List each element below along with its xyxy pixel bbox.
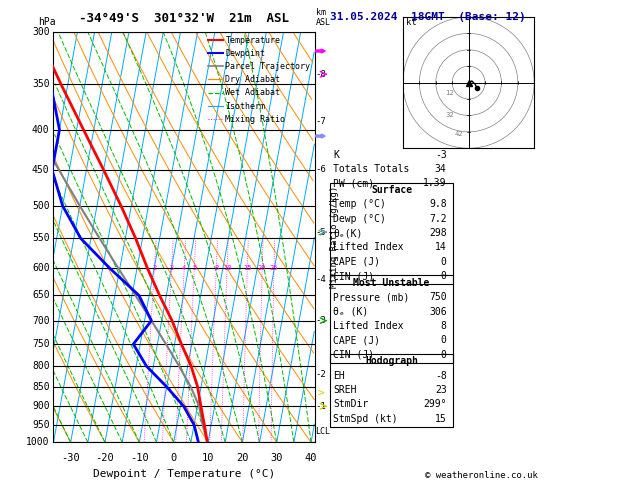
Text: 800: 800 [32, 361, 50, 371]
Text: 4: 4 [182, 265, 186, 271]
Text: 8: 8 [214, 265, 218, 271]
Text: -30: -30 [61, 452, 80, 463]
Text: -10: -10 [130, 452, 148, 463]
Text: PW (cm): PW (cm) [333, 178, 374, 189]
Text: 850: 850 [32, 382, 50, 392]
Text: 10: 10 [223, 265, 231, 271]
Text: 0: 0 [441, 349, 447, 360]
Text: CIN (J): CIN (J) [333, 271, 374, 281]
Text: 0: 0 [170, 452, 177, 463]
Legend: Temperature, Dewpoint, Parcel Trajectory, Dry Adiabat, Wet Adiabat, Isotherm, Mi: Temperature, Dewpoint, Parcel Trajectory… [208, 36, 310, 124]
Text: Surface: Surface [371, 185, 412, 195]
Text: 400: 400 [32, 125, 50, 135]
Text: 15: 15 [435, 414, 447, 424]
Text: -20: -20 [96, 452, 114, 463]
Text: 5: 5 [192, 265, 196, 271]
Text: 299°: 299° [423, 399, 447, 409]
Text: 3: 3 [169, 265, 174, 271]
Text: 23: 23 [435, 385, 447, 395]
Text: -1: -1 [315, 402, 326, 411]
Text: StmSpd (kt): StmSpd (kt) [333, 414, 398, 424]
Text: -4: -4 [315, 275, 326, 284]
Text: © weatheronline.co.uk: © weatheronline.co.uk [425, 471, 538, 480]
Text: Totals Totals: Totals Totals [333, 164, 409, 174]
Text: 10: 10 [202, 452, 214, 463]
Text: 25: 25 [270, 265, 278, 271]
Text: Lifted Index: Lifted Index [333, 321, 404, 331]
Text: 9.8: 9.8 [429, 199, 447, 209]
Text: 1000: 1000 [26, 437, 50, 447]
Text: -2: -2 [315, 370, 326, 379]
Text: EH: EH [333, 371, 345, 381]
Text: Dewp (°C): Dewp (°C) [333, 214, 386, 224]
Text: 600: 600 [32, 263, 50, 273]
Text: CAPE (J): CAPE (J) [333, 257, 381, 267]
Text: 7.2: 7.2 [429, 214, 447, 224]
Text: 40: 40 [305, 452, 317, 463]
Text: 20: 20 [236, 452, 248, 463]
Text: Most Unstable: Most Unstable [353, 278, 430, 288]
Text: -7: -7 [315, 117, 326, 125]
Text: CAPE (J): CAPE (J) [333, 335, 381, 345]
Text: kt: kt [406, 18, 417, 27]
Text: Temp (°C): Temp (°C) [333, 199, 386, 209]
Text: 900: 900 [32, 401, 50, 411]
Text: SREH: SREH [333, 385, 357, 395]
Text: 30: 30 [270, 452, 283, 463]
Text: 306: 306 [429, 307, 447, 316]
Text: 0: 0 [441, 335, 447, 345]
Text: 500: 500 [32, 201, 50, 211]
Text: 750: 750 [32, 339, 50, 349]
Text: -3: -3 [435, 150, 447, 160]
Text: 32: 32 [445, 112, 454, 118]
Text: 42: 42 [455, 131, 464, 138]
Text: Lifted Index: Lifted Index [333, 243, 404, 252]
Text: 300: 300 [32, 27, 50, 36]
Text: θₑ (K): θₑ (K) [333, 307, 369, 316]
Text: 34: 34 [435, 164, 447, 174]
Text: 20: 20 [258, 265, 267, 271]
Text: 298: 298 [429, 228, 447, 238]
Text: Hodograph: Hodograph [365, 356, 418, 366]
Text: LCL: LCL [315, 427, 330, 436]
Text: -5: -5 [315, 227, 326, 237]
Text: 15: 15 [243, 265, 252, 271]
Text: StmDir: StmDir [333, 399, 369, 409]
Text: 31.05.2024  18GMT  (Base: 12): 31.05.2024 18GMT (Base: 12) [330, 12, 526, 22]
Text: Pressure (mb): Pressure (mb) [333, 292, 409, 302]
Text: Dewpoint / Temperature (°C): Dewpoint / Temperature (°C) [93, 469, 275, 479]
Text: 2: 2 [152, 265, 157, 271]
Text: 750: 750 [429, 292, 447, 302]
Text: 8: 8 [441, 321, 447, 331]
Text: -3: -3 [315, 316, 326, 325]
Text: 450: 450 [32, 165, 50, 175]
Text: θₑ(K): θₑ(K) [333, 228, 363, 238]
Text: 1.39: 1.39 [423, 178, 447, 189]
Text: 700: 700 [32, 315, 50, 326]
Text: 950: 950 [32, 420, 50, 430]
Text: 650: 650 [32, 290, 50, 300]
Text: 550: 550 [32, 233, 50, 243]
Text: 14: 14 [435, 243, 447, 252]
Text: -34°49'S  301°32'W  21m  ASL: -34°49'S 301°32'W 21m ASL [79, 13, 289, 25]
Text: km
ASL: km ASL [316, 8, 331, 28]
Text: 12: 12 [446, 90, 455, 96]
Text: -6: -6 [315, 165, 326, 174]
Text: 0: 0 [441, 271, 447, 281]
Text: K: K [333, 150, 339, 160]
Text: hPa: hPa [38, 17, 55, 28]
Text: CIN (J): CIN (J) [333, 349, 374, 360]
Text: 350: 350 [32, 79, 50, 89]
Text: >: > [318, 389, 325, 399]
Text: -8: -8 [315, 70, 326, 79]
Text: 0: 0 [441, 257, 447, 267]
Text: -8: -8 [435, 371, 447, 381]
Text: >: > [318, 228, 325, 238]
Text: Mixing Ratio (g/kg): Mixing Ratio (g/kg) [330, 186, 338, 288]
